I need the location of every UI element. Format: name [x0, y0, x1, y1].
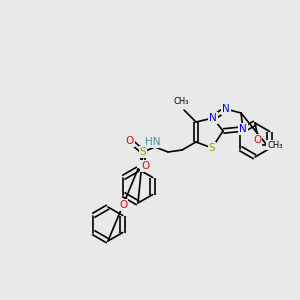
Text: CH₃: CH₃	[267, 140, 283, 149]
Text: O: O	[253, 135, 261, 145]
Text: N: N	[209, 113, 217, 123]
Text: S: S	[209, 143, 215, 153]
Text: CH₃: CH₃	[173, 97, 189, 106]
Text: S: S	[140, 147, 146, 157]
Text: N: N	[222, 104, 230, 114]
Text: HN: HN	[145, 137, 161, 147]
Text: N: N	[239, 124, 247, 134]
Text: O: O	[141, 161, 149, 171]
Text: O: O	[119, 200, 127, 210]
Text: O: O	[126, 136, 134, 146]
